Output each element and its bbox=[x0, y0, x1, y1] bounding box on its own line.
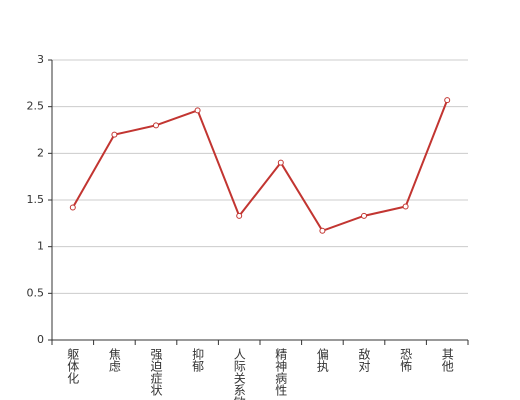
y-tick-label: 0.5 bbox=[27, 286, 45, 299]
x-tick-label: 敌对 bbox=[357, 347, 371, 372]
point bbox=[277, 159, 284, 166]
point bbox=[236, 212, 243, 219]
y-tick-label: 0 bbox=[37, 333, 44, 346]
x-tick-label: 人际关系敏感 bbox=[232, 348, 246, 400]
y-tick-label: 2 bbox=[37, 146, 44, 159]
point bbox=[361, 212, 367, 219]
point bbox=[402, 203, 409, 210]
point bbox=[111, 131, 118, 138]
point bbox=[153, 122, 159, 129]
x-tick-label: 偏执 bbox=[315, 347, 329, 373]
x-tick-label: 抑郁 bbox=[191, 347, 205, 373]
x-tick-label: 躯体化 bbox=[66, 347, 80, 385]
point bbox=[319, 227, 326, 234]
y-tick-label: 3 bbox=[37, 53, 44, 66]
x-tick-label: 恐怖 bbox=[399, 348, 413, 372]
x-tick-label: 精神病性 bbox=[274, 348, 288, 397]
point bbox=[69, 204, 76, 211]
x-tick-label: 其他 bbox=[440, 348, 454, 372]
line bbox=[71, 99, 449, 233]
x-tick-label: 强迫症状 bbox=[149, 348, 163, 396]
y-tick-label: 1 bbox=[37, 240, 44, 253]
y-tick-label: 2.5 bbox=[27, 100, 45, 113]
y-tick-label: 1.5 bbox=[27, 193, 45, 206]
x-tick-label: 焦虑 bbox=[107, 348, 121, 372]
point bbox=[194, 107, 201, 114]
point bbox=[444, 97, 451, 104]
